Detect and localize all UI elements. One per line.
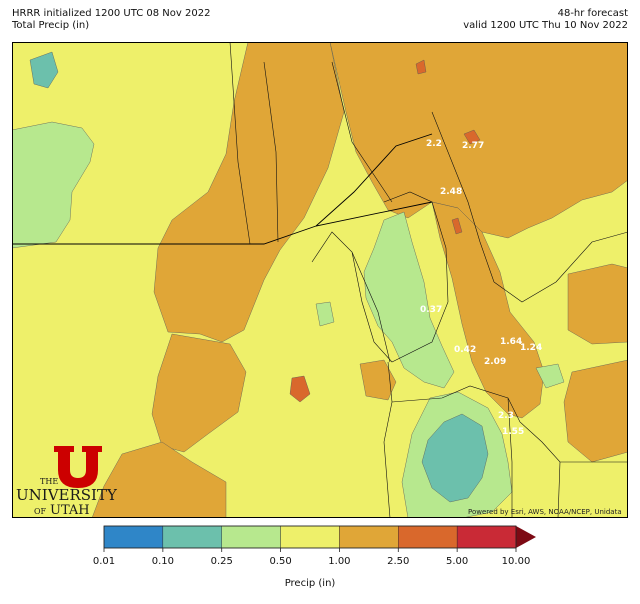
colorbar-tick-label: 5.00 xyxy=(446,556,468,567)
logo-the: THE xyxy=(40,477,58,486)
colorbar: 0.01 0.10 0.25 0.50 1.00 2.50 5.00 10.00 Precip… xyxy=(0,520,640,600)
valid-time-label: valid 1200 UTC Thu 10 Nov 2022 xyxy=(463,20,628,31)
block-u-icon xyxy=(54,446,102,488)
precip-contour-orange-east xyxy=(563,359,628,463)
map-credit: Powered by Esri, AWS, NOAA/NCEP, Unidata xyxy=(468,508,622,516)
precip-contour-red xyxy=(463,129,481,145)
logo-university: UNIVERSITY xyxy=(16,486,118,504)
precip-contour-orange-southwest xyxy=(151,333,247,453)
colorbar-swatch xyxy=(162,525,222,549)
state-border xyxy=(12,133,433,245)
logo-of: OF xyxy=(34,507,47,516)
colorbar-extend-arrow xyxy=(516,526,536,548)
field-label: Total Precip (in) xyxy=(12,20,90,31)
colorbar-swatch xyxy=(280,525,340,549)
precip-contour-red xyxy=(289,375,311,403)
precip-value-label: 2.2 xyxy=(426,139,442,149)
precip-contour-orange-west xyxy=(153,42,345,343)
precip-value-label: 0.42 xyxy=(454,345,476,355)
precip-contour-orange-south xyxy=(91,441,227,518)
precip-contour-red xyxy=(451,217,463,235)
init-time-label: HRRR initialized 1200 UTC 08 Nov 2022 xyxy=(12,8,211,19)
colorbar-tick-label: 0.10 xyxy=(152,556,174,567)
colorbar-ticks: 0.01 0.10 0.25 0.50 1.00 2.50 5.00 10.00 xyxy=(93,548,530,567)
colorbar-tick-label: 0.50 xyxy=(269,556,291,567)
colorbar-swatches xyxy=(103,525,517,549)
colorbar-swatch xyxy=(398,525,458,549)
precip-value-label: 1.64 xyxy=(500,337,522,347)
colorbar-swatch xyxy=(103,525,164,549)
precip-value-label: 2.77 xyxy=(462,141,484,151)
colorbar-frame xyxy=(103,525,517,549)
colorbar-swatch xyxy=(221,525,281,549)
precip-contour-light-green xyxy=(535,363,565,389)
colorbar-tick-label: 10.00 xyxy=(502,556,531,567)
colorbar-tick-label: 2.50 xyxy=(387,556,409,567)
precip-contour-orange-center xyxy=(359,359,397,401)
logo-utah: UTAH xyxy=(50,503,90,518)
precip-contour-teal-southeast xyxy=(421,413,489,503)
colorbar-tick-label: 0.01 xyxy=(93,556,115,567)
precip-contour-orange-wasatch xyxy=(431,201,545,419)
precip-value-label: 1.24 xyxy=(520,343,542,353)
precip-contour-orange-east xyxy=(567,263,628,345)
precip-contour-light-green-center xyxy=(363,211,455,389)
precip-value-label: 1.55 xyxy=(502,427,524,437)
map-frame xyxy=(12,42,628,518)
colorbar-swatch xyxy=(456,525,517,549)
precip-map: 2.2 2.77 2.48 0.37 1.64 1.24 0.42 2.09 2… xyxy=(12,42,628,518)
forecast-hour-label: 48-hr forecast xyxy=(557,8,628,19)
precip-contour-teal xyxy=(29,51,59,89)
colorbar-title: Precip (in) xyxy=(285,578,336,589)
colorbar-swatch xyxy=(339,525,399,549)
precip-contour-light-green xyxy=(12,121,95,249)
county-lines xyxy=(229,42,628,518)
precip-value-label: 0.37 xyxy=(420,305,442,315)
header-right: 48-hr forecast valid 1200 UTC Thu 10 Nov… xyxy=(463,8,628,32)
colorbar-tick-label: 1.00 xyxy=(328,556,350,567)
university-of-utah-logo: THE UNIVERSITY OF UTAH xyxy=(16,446,118,518)
header-left: HRRR initialized 1200 UTC 08 Nov 2022 To… xyxy=(12,8,210,32)
precip-contour-light-green xyxy=(315,301,335,327)
precip-value-label: 2.09 xyxy=(484,357,506,367)
precip-value-label: 2.48 xyxy=(440,187,462,197)
colorbar-tick-label: 0.25 xyxy=(211,556,233,567)
precip-value-label: 2.3 xyxy=(498,411,514,421)
precip-contour-red xyxy=(415,59,427,75)
